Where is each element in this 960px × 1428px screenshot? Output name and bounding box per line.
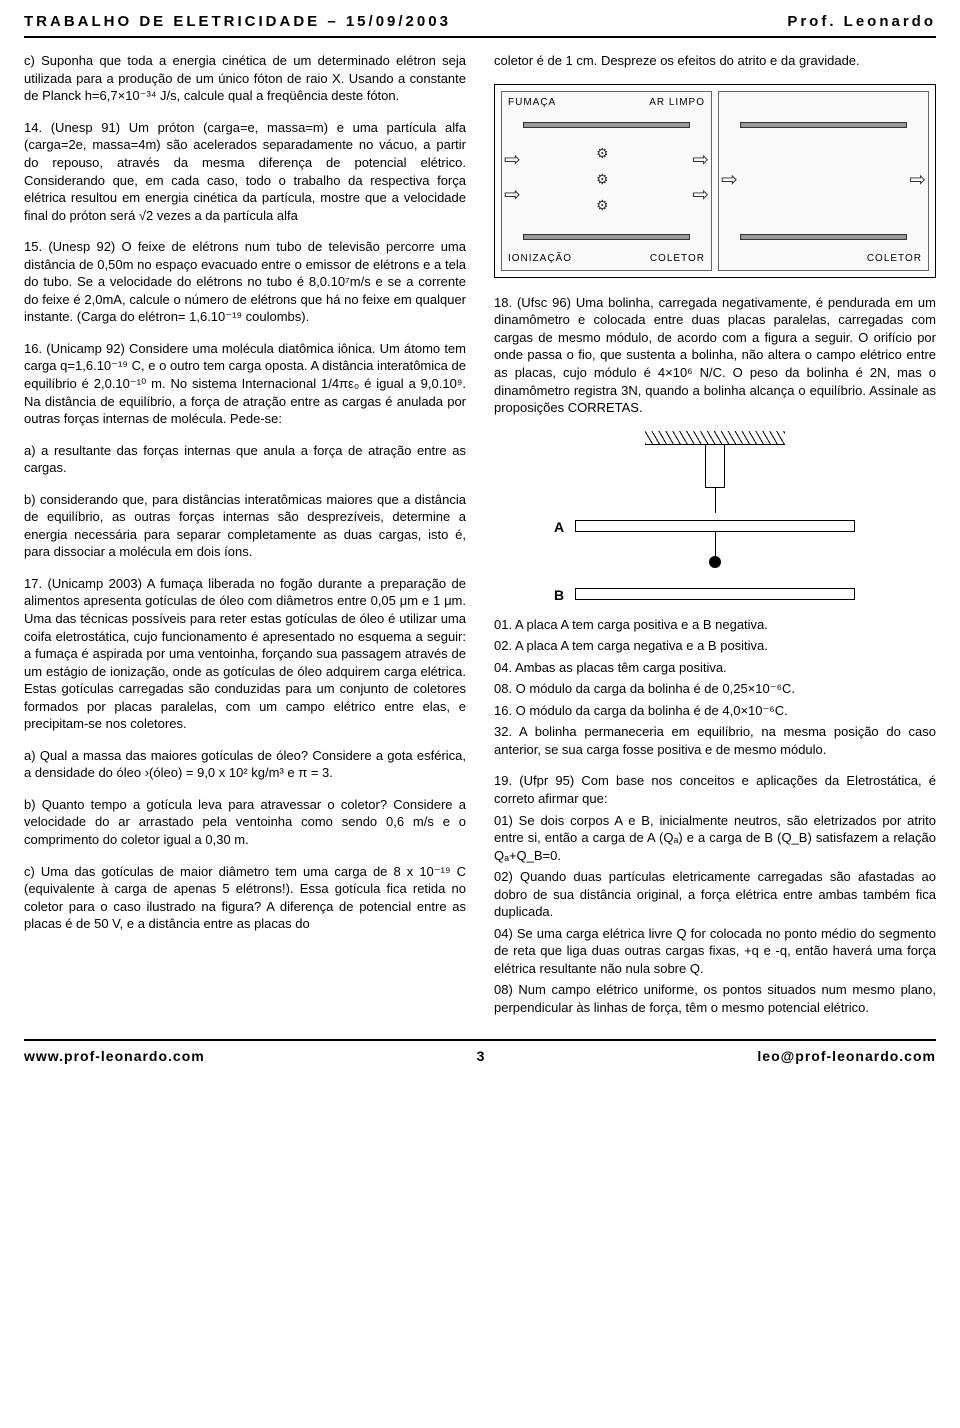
plate-b: B: [575, 588, 855, 600]
plate-top: [523, 122, 690, 128]
figure-panel-left: FUMAÇA AR LIMPO ⇨ ⇨ ⇨ ⇨ ⚙ ⚙ ⚙ IONIZAÇÃO …: [501, 91, 712, 271]
right-column: coletor é de 1 cm. Despreze os efeitos d…: [494, 52, 936, 1020]
footer-page-number: 3: [477, 1047, 486, 1066]
dynamometer-icon: [705, 444, 725, 488]
arrow-out-icon: ⇨: [692, 182, 709, 209]
header-left: TRABALHO DE ELETRICIDADE – 15/09/2003: [24, 12, 451, 32]
header-right: Prof. Leonardo: [787, 12, 936, 32]
option-16: 16. O módulo da carga da bolinha é de 4,…: [494, 702, 936, 720]
question-16b: b) considerando que, para distâncias int…: [24, 491, 466, 561]
figure-panel-right: ⇨ ⇨ COLETOR: [718, 91, 929, 271]
arrow-out-icon: ⇨: [909, 167, 926, 194]
arrow-in-icon: ⇨: [504, 147, 521, 174]
left-column: c) Suponha que toda a energia cinética d…: [24, 52, 466, 1020]
option-02: 02. A placa A tem carga negativa e a B p…: [494, 637, 936, 655]
plate-bottom: [523, 234, 690, 240]
q19-opt-04: 04) Se uma carga elétrica livre Q for co…: [494, 925, 936, 978]
q19-opt-01: 01) Se dois corpos A e B, inicialmente n…: [494, 812, 936, 865]
figure-dynamometer: A B: [494, 431, 936, 600]
question-17c: c) Uma das gotículas de maior diâmetro t…: [24, 863, 466, 933]
gear-icon: ⚙: [596, 196, 609, 215]
question-18: 18. (Ufsc 96) Uma bolinha, carregada neg…: [494, 294, 936, 417]
q19-opt-08: 08) Num campo elétrico uniforme, os pont…: [494, 981, 936, 1016]
figure-coifa-schematic: FUMAÇA AR LIMPO ⇨ ⇨ ⇨ ⇨ ⚙ ⚙ ⚙ IONIZAÇÃO …: [494, 84, 936, 278]
label-plate-a: A: [554, 518, 564, 537]
arrow-out-icon: ⇨: [692, 147, 709, 174]
question-17a: a) Qual a massa das maiores gotículas de…: [24, 747, 466, 782]
question-16a: a) a resultante das forças internas que …: [24, 442, 466, 477]
option-32: 32. A bolinha permaneceria em equilíbrio…: [494, 723, 936, 758]
plate-top: [740, 122, 907, 128]
question-16: 16. (Unicamp 92) Considere uma molécula …: [24, 340, 466, 428]
content-columns: c) Suponha que toda a energia cinética d…: [24, 52, 936, 1020]
option-08: 08. O módulo da carga da bolinha é de 0,…: [494, 680, 936, 698]
plate-a: A: [575, 520, 855, 532]
question-17b: b) Quanto tempo a gotícula leva para atr…: [24, 796, 466, 849]
q19-opt-02: 02) Quando duas partículas eletricamente…: [494, 868, 936, 921]
question-17-cont: coletor é de 1 cm. Despreze os efeitos d…: [494, 52, 936, 70]
gear-icon: ⚙: [596, 144, 609, 163]
charged-ball-icon: [709, 556, 721, 568]
option-01: 01. A placa A tem carga positiva e a B n…: [494, 616, 936, 634]
page-header: TRABALHO DE ELETRICIDADE – 15/09/2003 Pr…: [24, 12, 936, 38]
plate-bottom: [740, 234, 907, 240]
question-17: 17. (Unicamp 2003) A fumaça liberada no …: [24, 575, 466, 733]
label-plate-b: B: [554, 586, 564, 605]
gear-icon: ⚙: [596, 170, 609, 189]
question-19: 19. (Ufpr 95) Com base nos conceitos e a…: [494, 772, 936, 807]
label-ionizacao: IONIZAÇÃO: [508, 252, 572, 266]
arrow-in-icon: ⇨: [504, 182, 521, 209]
option-04: 04. Ambas as placas têm carga positiva.: [494, 659, 936, 677]
arrow-in-icon: ⇨: [721, 167, 738, 194]
question-14: 14. (Unesp 91) Um próton (carga=e, massa…: [24, 119, 466, 224]
footer-email: leo@prof-leonardo.com: [757, 1047, 936, 1066]
label-coletor: COLETOR: [650, 252, 705, 266]
ceiling-hatch-icon: [645, 431, 785, 445]
label-arlimpo: AR LIMPO: [649, 96, 705, 110]
label-coletor: COLETOR: [867, 252, 922, 266]
footer-url: www.prof-leonardo.com: [24, 1047, 205, 1066]
wire-icon: [715, 532, 716, 556]
question-c: c) Suponha que toda a energia cinética d…: [24, 52, 466, 105]
question-15: 15. (Unesp 92) O feixe de elétrons num t…: [24, 238, 466, 326]
label-fumaca: FUMAÇA: [508, 96, 556, 110]
page-footer: www.prof-leonardo.com 3 leo@prof-leonard…: [24, 1039, 936, 1066]
